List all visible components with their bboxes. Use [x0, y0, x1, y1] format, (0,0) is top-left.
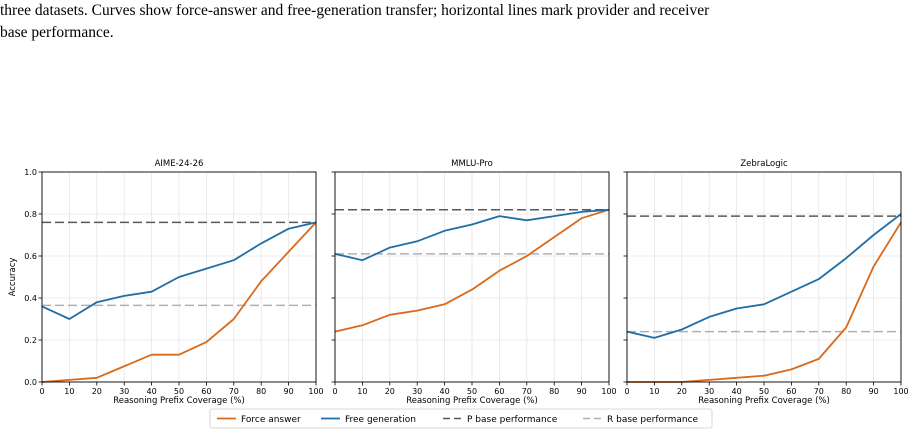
chart-panel-1: 0 10 20 30 40 50 60 70 80 90 100 0.0 0.2 0.4 0.6 0.8 1.0… — [8, 159, 324, 406]
x-axis-label: Reasoning Prefix Coverage (%) — [113, 396, 245, 406]
x-tick-label: 20 — [677, 387, 687, 396]
x-tick-label: 90 — [869, 387, 879, 396]
x-tick-label: 60 — [786, 387, 796, 396]
free-generation-line — [334, 208, 610, 262]
x-tick-label: 90 — [284, 387, 294, 396]
caption-line-2: base performance. — [0, 24, 114, 41]
x-tick-label: 100 — [601, 387, 616, 396]
chart-panel-3: 0 10 20 30 40 50 60 70 80 90 100 ZebraLogic Reasonin… — [623, 159, 909, 406]
x-axis-label: Reasoning Prefix Coverage (%) — [698, 396, 830, 406]
x-tick-label: 80 — [841, 387, 851, 396]
x-tick-label: 100 — [308, 387, 323, 396]
x-tick-label: 80 — [549, 387, 559, 396]
y-tick-label: 0.8 — [24, 210, 37, 219]
free-generation-line — [41, 221, 317, 320]
y-tick-label: 1.0 — [24, 168, 37, 177]
legend-label-r-base: R base performance — [607, 415, 699, 425]
y-tick-label: 0.2 — [24, 336, 37, 345]
x-tick-label: 30 — [412, 387, 422, 396]
x-tick-label: 10 — [357, 387, 367, 396]
figure-caption: three datasets. Curves show force-answer… — [0, 0, 921, 44]
x-tick-label: 50 — [467, 387, 477, 396]
chart-title: MMLU-Pro — [451, 159, 493, 169]
x-tick-label: 50 — [174, 387, 184, 396]
y-tick-label: 0.6 — [24, 252, 37, 261]
x-tick-label: 90 — [577, 387, 587, 396]
force-answer-line — [41, 221, 317, 383]
chart-title: AIME-24-26 — [155, 159, 204, 169]
x-tick-label: 40 — [440, 387, 450, 396]
force-answer-line — [334, 208, 610, 333]
legend: Force answer Free generation P base perf… — [209, 408, 713, 429]
x-tick-label: 20 — [92, 387, 102, 396]
x-tick-label: 20 — [385, 387, 395, 396]
x-tick-label: 30 — [704, 387, 714, 396]
x-tick-label: 60 — [201, 387, 211, 396]
x-tick-label: 40 — [147, 387, 157, 396]
legend-label-p-base: P base performance — [467, 415, 558, 425]
x-tick-label: 10 — [649, 387, 659, 396]
y-tick-label: 0.4 — [24, 294, 37, 303]
x-tick-label: 30 — [119, 387, 129, 396]
x-tick-label: 60 — [494, 387, 504, 396]
x-axis-label: Reasoning Prefix Coverage (%) — [406, 396, 538, 406]
legend-label-force-answer: Force answer — [241, 415, 301, 425]
x-tick-label: 50 — [759, 387, 769, 396]
chart-panels: 0 10 20 30 40 50 60 70 80 90 1000.00.20.40.60.81.0… — [8, 159, 909, 406]
x-tick-label: 80 — [256, 387, 266, 396]
x-tick-label: 40 — [732, 387, 742, 396]
x-tick-label: 0 — [39, 387, 44, 396]
chart-title: ZebraLogic — [740, 159, 788, 169]
x-tick-label: 0 — [332, 387, 337, 396]
y-axis-label: Accuracy — [8, 258, 18, 297]
x-tick-label: 70 — [814, 387, 824, 396]
x-tick-label: 70 — [522, 387, 532, 396]
x-tick-label: 0 — [624, 387, 629, 396]
chart-panel-2: 0 10 20 30 40 50 60 70 80 90 100 MMLU-Pro Reasoning … — [331, 159, 617, 406]
y-tick-label: 0.0 — [24, 378, 37, 387]
x-tick-label: 10 — [64, 387, 74, 396]
x-tick-label: 100 — [893, 387, 908, 396]
caption-line-1: three datasets. Curves show force-answer… — [0, 2, 710, 19]
legend-label-free-generation: Free generation — [345, 415, 416, 425]
x-tick-label: 70 — [229, 387, 239, 396]
free-generation-line — [626, 213, 902, 339]
